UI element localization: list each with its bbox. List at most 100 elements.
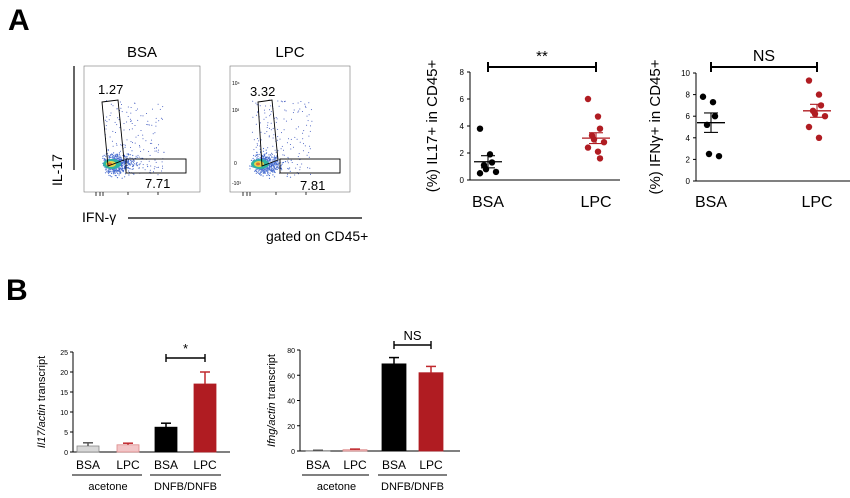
flow-event — [252, 100, 254, 102]
flow-event — [128, 159, 130, 161]
flow-event — [114, 172, 116, 174]
flow-event — [274, 149, 276, 151]
flow-event — [268, 135, 270, 137]
il17-gate-value-bsa: 1.27 — [98, 82, 123, 97]
flow-event — [126, 155, 128, 157]
flow-event — [269, 160, 271, 162]
y-tick-label: 0 — [64, 450, 68, 457]
flow-event — [254, 170, 256, 172]
flow-event — [129, 162, 131, 165]
flow-event — [273, 162, 276, 164]
data-point — [584, 144, 592, 151]
flow-event — [155, 147, 157, 149]
flow-event — [108, 169, 110, 171]
flow-event — [116, 158, 118, 160]
flow-event — [129, 157, 131, 159]
flow-event — [112, 130, 114, 132]
flow-event — [109, 169, 111, 171]
flow-event — [269, 163, 272, 165]
y-tick-label: 80 — [287, 348, 295, 355]
flow-event — [268, 154, 270, 156]
flow-event — [116, 170, 118, 172]
flow-event — [273, 164, 275, 166]
flow-event — [131, 128, 133, 130]
flow-event — [290, 159, 292, 161]
flow-event — [123, 164, 125, 166]
data-point — [584, 95, 592, 103]
flow-event — [259, 171, 261, 173]
flow-event — [120, 144, 122, 146]
flow-event — [260, 174, 262, 176]
flow-event — [280, 148, 282, 150]
flow-event — [252, 116, 254, 118]
flow-event — [304, 105, 306, 107]
flow-event — [121, 168, 123, 170]
gating-note: gated on CD45+ — [266, 228, 368, 244]
flow-event — [134, 160, 135, 162]
flow-event — [115, 153, 117, 155]
flow-event — [156, 150, 158, 152]
flow-event — [257, 172, 260, 174]
flow-event — [308, 135, 310, 137]
flow-event — [262, 175, 264, 177]
flow-event — [102, 157, 104, 159]
flow-event — [266, 170, 268, 172]
flow-tick-label-lpc-2: 10³ — [232, 108, 240, 114]
flow-event — [132, 159, 134, 161]
flow-event — [131, 160, 134, 162]
flow-event — [254, 155, 256, 157]
flow-event — [293, 109, 295, 111]
y-tick-label: 5 — [64, 430, 68, 437]
flow-event — [249, 165, 251, 167]
flow-event — [302, 132, 304, 134]
flow-event — [117, 172, 119, 175]
il17-gate-bsa — [101, 99, 125, 167]
flow-event — [303, 143, 304, 145]
data-point — [594, 113, 602, 120]
flow-event — [127, 116, 129, 117]
flow-event — [267, 122, 269, 124]
flow-event — [281, 132, 282, 134]
flow-event — [145, 140, 147, 142]
flow-event — [281, 101, 283, 103]
flow-event — [272, 137, 274, 139]
flow-event — [142, 167, 144, 169]
flow-event — [269, 169, 271, 171]
flow-event — [111, 176, 113, 178]
bar-ifng: 0 20 40 60 80 Ifng/actin transcript BSA LPC BSA L… — [266, 328, 460, 493]
flow-event — [123, 123, 125, 124]
x-tick-label: BSA — [76, 458, 100, 472]
x-tick-label: BSA — [382, 458, 406, 472]
flow-event — [277, 161, 279, 163]
flow-event — [267, 124, 269, 126]
flow-event — [268, 156, 271, 158]
flow-event — [257, 144, 258, 146]
flow-event — [275, 117, 277, 118]
flow-event — [111, 156, 113, 159]
flow-event — [276, 139, 278, 141]
flow-event — [273, 166, 275, 168]
flow-event — [120, 159, 122, 161]
flow-event — [306, 124, 308, 126]
flow-event — [127, 106, 129, 108]
flow-x-axis-label: IFN-γ — [82, 209, 116, 225]
flow-event — [106, 116, 108, 118]
y-tick-label: 6 — [460, 95, 465, 104]
significance-label: * — [183, 341, 188, 356]
x-tick-label: LPC — [193, 458, 217, 472]
flow-event — [262, 147, 265, 150]
flow-event — [107, 153, 109, 155]
flow-event — [257, 138, 258, 139]
flow-event — [132, 164, 134, 166]
flow-event — [255, 171, 258, 173]
flow-event — [126, 157, 128, 159]
flow-event — [262, 169, 264, 171]
flow-event — [264, 132, 266, 134]
y-axis-label: (%) IFNγ+ in CD45+ — [647, 59, 664, 194]
flow-event — [130, 120, 132, 122]
flow-event — [272, 165, 274, 167]
flow-event — [277, 150, 279, 152]
flow-event — [121, 177, 123, 179]
flow-event — [149, 169, 151, 171]
flow-event — [283, 118, 285, 120]
